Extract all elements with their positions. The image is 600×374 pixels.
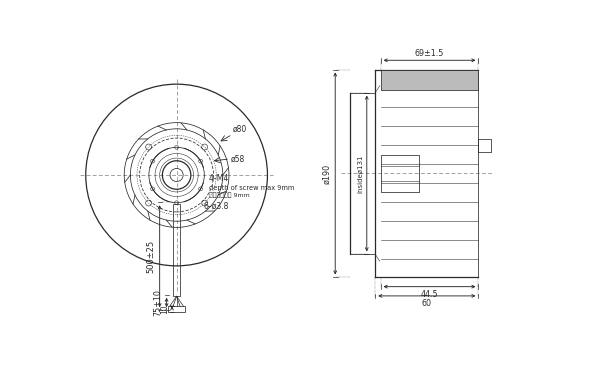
Text: 75±10: 75±10 bbox=[154, 289, 163, 316]
Bar bbox=[380, 155, 419, 191]
Text: ø80: ø80 bbox=[233, 125, 248, 134]
Bar bbox=[380, 70, 478, 90]
Bar bbox=[478, 139, 491, 152]
Text: 69±1.5: 69±1.5 bbox=[415, 49, 444, 58]
Text: ø190: ø190 bbox=[322, 163, 331, 184]
Text: 44.5: 44.5 bbox=[421, 290, 439, 299]
Text: 4–M4: 4–M4 bbox=[209, 174, 229, 183]
Text: 500±25: 500±25 bbox=[146, 240, 155, 273]
Bar bbox=[173, 204, 180, 296]
Text: 10: 10 bbox=[160, 304, 169, 314]
Text: 根据实际尺寸 9mm: 根据实际尺寸 9mm bbox=[209, 193, 250, 198]
Bar bbox=[168, 306, 185, 312]
Text: ø58: ø58 bbox=[231, 155, 245, 164]
Text: 6–ø3.8: 6–ø3.8 bbox=[203, 202, 229, 211]
Text: depth of screw max 9mm: depth of screw max 9mm bbox=[209, 185, 295, 191]
Text: 60: 60 bbox=[422, 299, 432, 308]
Text: insideø131: insideø131 bbox=[357, 154, 363, 193]
